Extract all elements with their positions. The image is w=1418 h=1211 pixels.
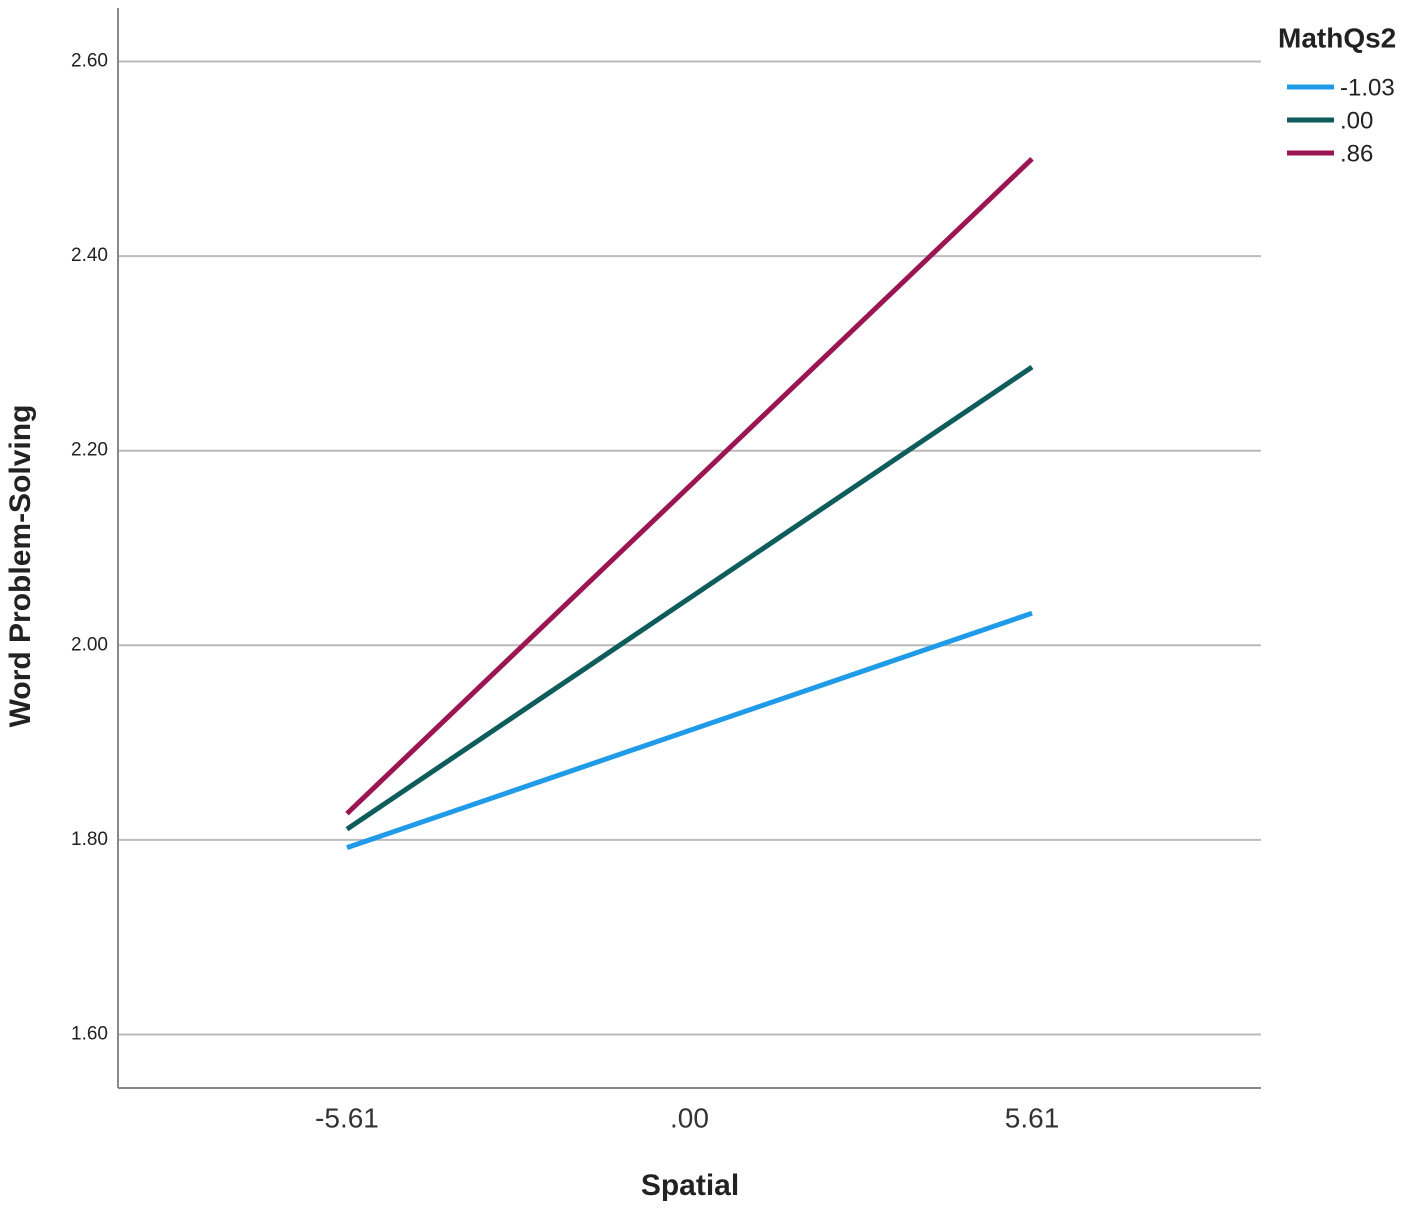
y-axis-title: Word Problem-Solving <box>4 405 37 728</box>
y-tick-label: 1.60 <box>71 1024 108 1045</box>
y-tick-label: 2.40 <box>71 245 108 266</box>
series-line <box>345 157 1034 816</box>
legend-label: -1.03 <box>1340 74 1395 101</box>
x-tick-label: 5.61 <box>1005 1102 1060 1133</box>
legend-title: MathQs2 <box>1278 22 1396 53</box>
series-line <box>345 364 1034 832</box>
x-tick-label: .00 <box>670 1102 709 1133</box>
legend-label: .86 <box>1340 140 1373 167</box>
x-tick-label: -5.61 <box>315 1102 379 1133</box>
legend-label: .00 <box>1340 107 1373 134</box>
y-tick-label: 2.60 <box>71 51 108 72</box>
y-tick-label: 1.80 <box>71 829 108 850</box>
x-axis-title: Spatial <box>641 1169 739 1202</box>
y-tick-label: 2.20 <box>71 440 108 461</box>
series-line <box>346 610 1033 851</box>
y-tick-label: 2.00 <box>71 634 108 655</box>
